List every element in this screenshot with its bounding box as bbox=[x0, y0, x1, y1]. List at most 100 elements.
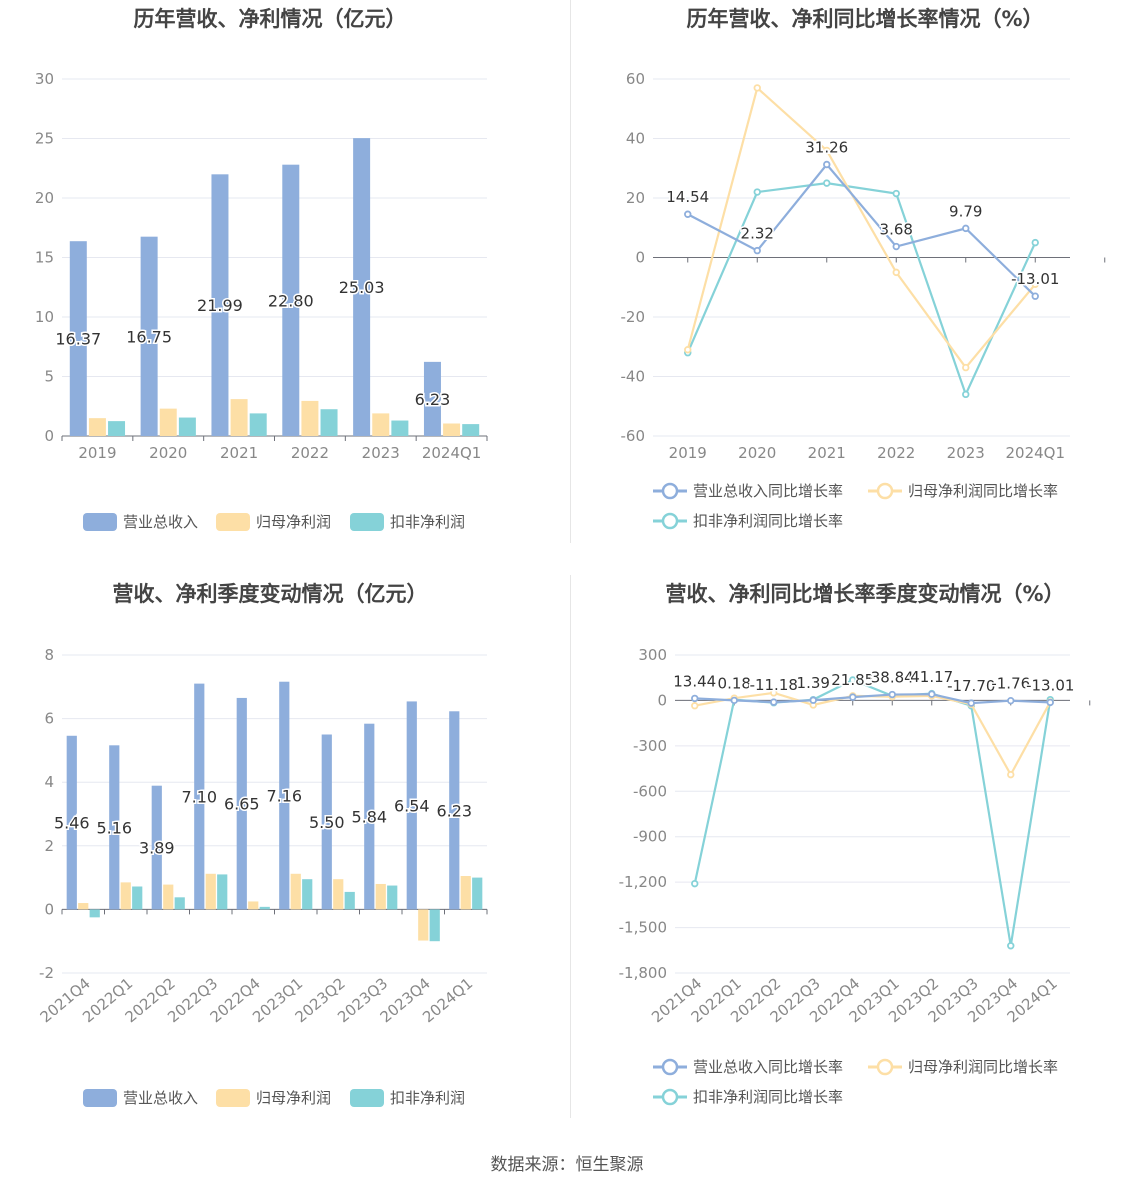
chart-annual-revenue-profit: 历年营收、净利情况（亿元） 0 5 10 15 20 25 30 2019 2020 2021 202… bbox=[0, 0, 567, 575]
y-tick-label: 5 bbox=[44, 368, 54, 386]
legend-label: 扣非净利润 bbox=[390, 1089, 465, 1107]
data-label: -17.70 bbox=[947, 677, 995, 695]
data-label: -1.76 bbox=[991, 675, 1030, 693]
data-source-note: 数据来源：恒生聚源 bbox=[490, 1155, 644, 1175]
data-label: 14.54 bbox=[666, 188, 709, 206]
point bbox=[1031, 280, 1039, 288]
y-tick-label: -600 bbox=[633, 782, 667, 800]
chart-title: 历年营收、净利同比增长率情况（%） bbox=[686, 7, 1043, 31]
bar-归母净利润 bbox=[460, 876, 471, 910]
data-label: 16.37 bbox=[55, 330, 101, 349]
point bbox=[967, 699, 975, 707]
data-label: 3.68 bbox=[880, 221, 913, 239]
y-tick-label: -1,200 bbox=[619, 873, 667, 891]
bar-扣非净利润 bbox=[108, 421, 126, 436]
legend-swatch bbox=[83, 1089, 117, 1107]
y-tick-label: 60 bbox=[626, 70, 645, 88]
bar-营业总收入 bbox=[151, 785, 162, 910]
y-tick-label: 4 bbox=[44, 773, 54, 791]
point bbox=[684, 210, 692, 218]
y-tick-label: -2 bbox=[39, 964, 54, 982]
bar-归母净利润 bbox=[372, 413, 390, 436]
bar-归母净利润 bbox=[159, 408, 177, 436]
legend-swatch bbox=[216, 513, 250, 531]
divider bbox=[570, 0, 571, 543]
x-tick-label: 2020 bbox=[738, 444, 776, 462]
point bbox=[753, 188, 761, 196]
y-tick-label: 8 bbox=[44, 646, 54, 664]
point bbox=[691, 702, 699, 710]
y-tick-label: 20 bbox=[35, 189, 54, 207]
series-line bbox=[694, 693, 1051, 705]
bar-扣非净利润 bbox=[429, 909, 440, 942]
y-tick-label: -300 bbox=[633, 737, 667, 755]
y-tick-label: 15 bbox=[35, 249, 54, 267]
bar-扣非净利润 bbox=[302, 879, 313, 910]
bar-扣非净利润 bbox=[320, 409, 338, 436]
bar-归母净利润 bbox=[120, 882, 131, 910]
point bbox=[753, 246, 761, 255]
bar-营业总收入 bbox=[321, 734, 332, 910]
legend-label: 营业总收入同比增长率 bbox=[693, 482, 843, 500]
data-label: 38.84 bbox=[871, 669, 914, 687]
chart-annual-growth-rate: 历年营收、净利同比增长率情况（%） -60 -40 -20 0 20 40 60 2019 202… bbox=[567, 0, 1134, 575]
point bbox=[962, 390, 970, 399]
data-label: 7.16 bbox=[266, 787, 302, 806]
y-tick-label: 30 bbox=[35, 70, 54, 88]
chart-quarterly-growth-rate: 营收、净利同比增长率季度变动情况（%） -1,800 -1,500 -1,200 -90… bbox=[567, 575, 1134, 1150]
legend-label: 归母净利润 bbox=[256, 1089, 331, 1107]
point bbox=[1007, 942, 1015, 950]
bar-扣非净利润 bbox=[178, 417, 196, 436]
bar-归母净利润 bbox=[78, 903, 89, 910]
bar-营业总收入 bbox=[406, 701, 417, 910]
legend-label: 归母净利润同比增长率 bbox=[908, 482, 1058, 500]
y-tick-label: 20 bbox=[626, 189, 645, 207]
bar-扣非净利润 bbox=[174, 897, 185, 910]
point bbox=[809, 696, 817, 704]
x-tick-label: 2022 bbox=[877, 444, 915, 462]
legend-swatch bbox=[350, 1089, 384, 1107]
data-label: 21.99 bbox=[197, 296, 243, 315]
point bbox=[730, 696, 738, 705]
data-label: 16.75 bbox=[126, 327, 172, 346]
y-tick-label: 300 bbox=[638, 646, 667, 664]
series-line bbox=[686, 85, 1037, 370]
data-label: 13.44 bbox=[673, 672, 716, 690]
bar-扣非净利润 bbox=[344, 891, 355, 910]
legend-swatch bbox=[216, 1089, 250, 1107]
point bbox=[849, 693, 857, 701]
bar-归母净利润 bbox=[375, 883, 386, 910]
chart-title: 营收、净利季度变动情况（亿元） bbox=[113, 582, 428, 606]
legend-label: 营业总收入 bbox=[123, 513, 198, 531]
bar-扣非净利润 bbox=[132, 886, 143, 910]
legend-swatch bbox=[83, 513, 117, 531]
point bbox=[770, 698, 778, 706]
legend-label: 扣非净利润 bbox=[390, 513, 465, 531]
point bbox=[823, 160, 831, 169]
data-label: 3.89 bbox=[139, 839, 175, 858]
legend-label: 营业总收入 bbox=[123, 1089, 198, 1107]
bar-营业总收入 bbox=[140, 236, 158, 436]
y-tick-label: -1,800 bbox=[619, 964, 667, 982]
point bbox=[770, 689, 778, 697]
series-line bbox=[687, 162, 1037, 297]
data-label: 9.79 bbox=[949, 202, 982, 220]
bar-扣非净利润 bbox=[249, 413, 267, 436]
chart-title: 营收、净利同比增长率季度变动情况（%） bbox=[665, 582, 1064, 606]
y-tick-label: -900 bbox=[633, 828, 667, 846]
chart-quarterly-revenue-profit: 营收、净利季度变动情况（亿元） -2 0 2 4 6 8 2021Q4 2022Q1 2022Q2… bbox=[0, 575, 567, 1150]
y-tick-label: -40 bbox=[621, 368, 646, 386]
legend-label: 扣非净利润同比增长率 bbox=[693, 1088, 843, 1106]
data-label: 6.54 bbox=[394, 796, 430, 815]
bar-归母净利润 bbox=[163, 884, 174, 910]
bar-营业总收入 bbox=[194, 683, 205, 910]
point bbox=[892, 242, 900, 251]
bar-扣非净利润 bbox=[472, 877, 483, 910]
point bbox=[823, 179, 831, 187]
chart-root: 营收、净利季度变动情况（亿元）-2024682021Q42022Q12022Q2… bbox=[37, 582, 488, 1107]
x-tick-label: 2024Q1 bbox=[422, 444, 482, 462]
x-tick-label: 2023 bbox=[947, 444, 985, 462]
point bbox=[1007, 770, 1015, 779]
y-tick-label: -60 bbox=[621, 427, 646, 445]
y-tick-label: 0 bbox=[635, 249, 645, 267]
